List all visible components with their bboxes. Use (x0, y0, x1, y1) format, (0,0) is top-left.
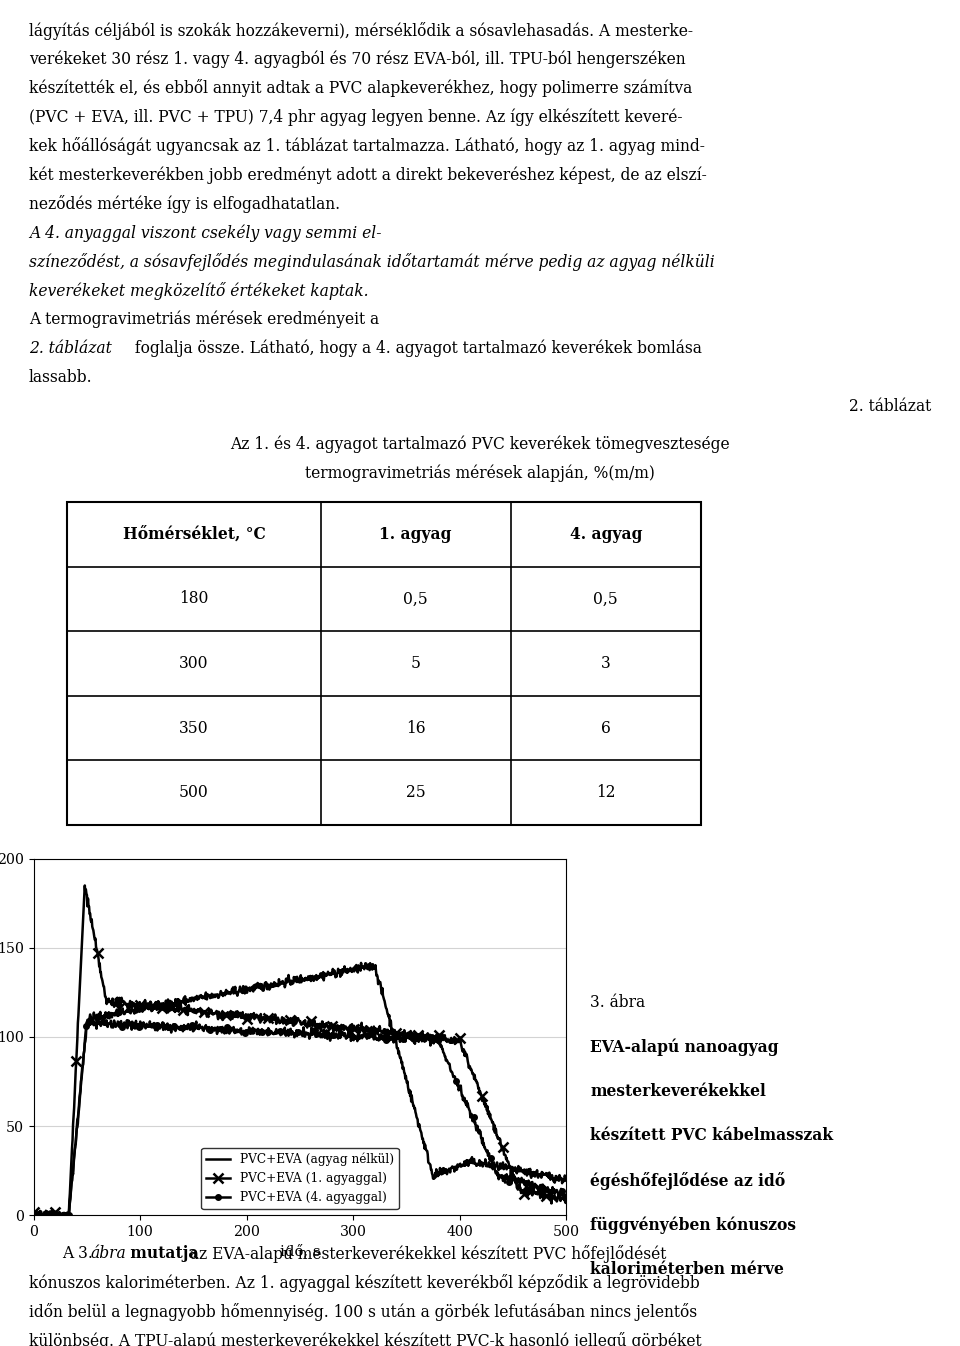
Text: A 4. anyaggal viszont csekély vagy semmi el-: A 4. anyaggal viszont csekély vagy semmi… (29, 223, 381, 242)
Text: kek hőállóságát ugyancsak az 1. táblázat tartalmazza. Látható, hogy az 1. agyag : kek hőállóságát ugyancsak az 1. táblázat… (29, 137, 705, 155)
Text: 3. ábra: 3. ábra (590, 995, 645, 1011)
Text: mutatja: mutatja (125, 1245, 199, 1263)
Text: mesterkeverékekkel: mesterkeverékekkel (590, 1084, 766, 1100)
Text: időn belül a legnagyobb hőmennyiség. 100 s után a görbék lefutásában nincs jelen: időn belül a legnagyobb hőmennyiség. 100… (29, 1303, 697, 1320)
Text: 2. táblázat: 2. táblázat (849, 398, 931, 415)
Text: színeződést, a sósavfejlődés megindulasának időtartamát mérve pedig az agyag nél: színeződést, a sósavfejlődés megindulasá… (29, 253, 714, 271)
Text: különbség. A TPU-alapú mesterkeverékekkel készített PVC-k hasonló jellegű görbék: különbség. A TPU-alapú mesterkeverékekke… (29, 1331, 702, 1346)
Text: (PVC + EVA, ill. PVC + TPU) 7,4 phr agyag legyen benne. Az így elkészített kever: (PVC + EVA, ill. PVC + TPU) 7,4 phr agya… (29, 109, 683, 127)
Text: az EVA-alapú mesterkeverékekkel készített PVC hőfejlődését: az EVA-alapú mesterkeverékekkel készítet… (185, 1245, 666, 1263)
Text: 5: 5 (411, 656, 420, 672)
Text: 16: 16 (406, 720, 425, 736)
Text: foglalja össze. Látható, hogy a 4. agyagot tartalmazó keverékek bomlása: foglalja össze. Látható, hogy a 4. agyag… (130, 339, 702, 358)
Text: neződés mértéke így is elfogadhatatlan.: neződés mértéke így is elfogadhatatlan. (29, 195, 340, 213)
Text: lassabb.: lassabb. (29, 369, 92, 386)
Text: 4. agyag: 4. agyag (569, 526, 642, 542)
Text: 12: 12 (596, 785, 615, 801)
Text: készített PVC kábelmasszak: készített PVC kábelmasszak (590, 1128, 833, 1144)
Text: termogravimetriás mérések alapján, %(m/m): termogravimetriás mérések alapján, %(m/m… (305, 464, 655, 482)
Text: 3: 3 (601, 656, 611, 672)
Text: 350: 350 (180, 720, 208, 736)
X-axis label: idő, s: idő, s (279, 1245, 321, 1259)
Text: 25: 25 (406, 785, 425, 801)
Text: 6: 6 (601, 720, 611, 736)
Text: két mesterkeverékben jobb eredményt adott a direkt bekeveréshez képest, de az el: két mesterkeverékben jobb eredményt adot… (29, 167, 707, 184)
Text: kónuszos kaloriméterben. Az 1. agyaggal készített keverékből képződik a legrövid: kónuszos kaloriméterben. Az 1. agyaggal … (29, 1273, 700, 1292)
Text: 2. táblázat: 2. táblázat (29, 339, 111, 357)
Text: 300: 300 (180, 656, 208, 672)
Text: Az 1. és 4. agyagot tartalmazó PVC keverékek tömegvesztesége: Az 1. és 4. agyagot tartalmazó PVC kever… (230, 435, 730, 452)
Text: keverékeket megközelítő értékeket kaptak.: keverékeket megközelítő értékeket kaptak… (29, 283, 369, 300)
Text: A termogravimetriás mérések eredményeit a: A termogravimetriás mérések eredményeit … (29, 311, 379, 328)
Text: verékeket 30 rész 1. vagy 4. agyagból és 70 rész EVA-ból, ill. TPU-ból hengerszé: verékeket 30 rész 1. vagy 4. agyagból és… (29, 50, 685, 69)
Text: Hőmérséklet, °C: Hőmérséklet, °C (123, 526, 265, 542)
Text: EVA-alapú nanoagyag: EVA-alapú nanoagyag (590, 1039, 779, 1057)
Text: függvényében kónuszos: függvényében kónuszos (590, 1217, 797, 1234)
Text: 0,5: 0,5 (593, 591, 618, 607)
Text: ábra: ábra (90, 1245, 126, 1263)
Text: lágyítás céljából is szokák hozzákeverni), mérséklődik a sósavlehasadás. A meste: lágyítás céljából is szokák hozzákeverni… (29, 22, 693, 39)
Text: készítették el, és ebből annyit adtak a PVC alapkeverékhez, hogy polimerre számí: készítették el, és ebből annyit adtak a … (29, 79, 692, 97)
Text: A 3.: A 3. (62, 1245, 98, 1263)
Text: égéshőfejlődése az idő: égéshőfejlődése az idő (590, 1172, 785, 1190)
Bar (67, 502, 701, 825)
Text: 0,5: 0,5 (403, 591, 428, 607)
Text: 1. agyag: 1. agyag (379, 526, 452, 542)
Text: 180: 180 (180, 591, 208, 607)
Text: kaloriméterben mérve: kaloriméterben mérve (590, 1261, 784, 1277)
Text: 500: 500 (180, 785, 208, 801)
Legend: PVC+EVA (agyag nélkül), PVC+EVA (1. agyaggal), PVC+EVA (4. agyaggal): PVC+EVA (agyag nélkül), PVC+EVA (1. agya… (202, 1148, 398, 1209)
